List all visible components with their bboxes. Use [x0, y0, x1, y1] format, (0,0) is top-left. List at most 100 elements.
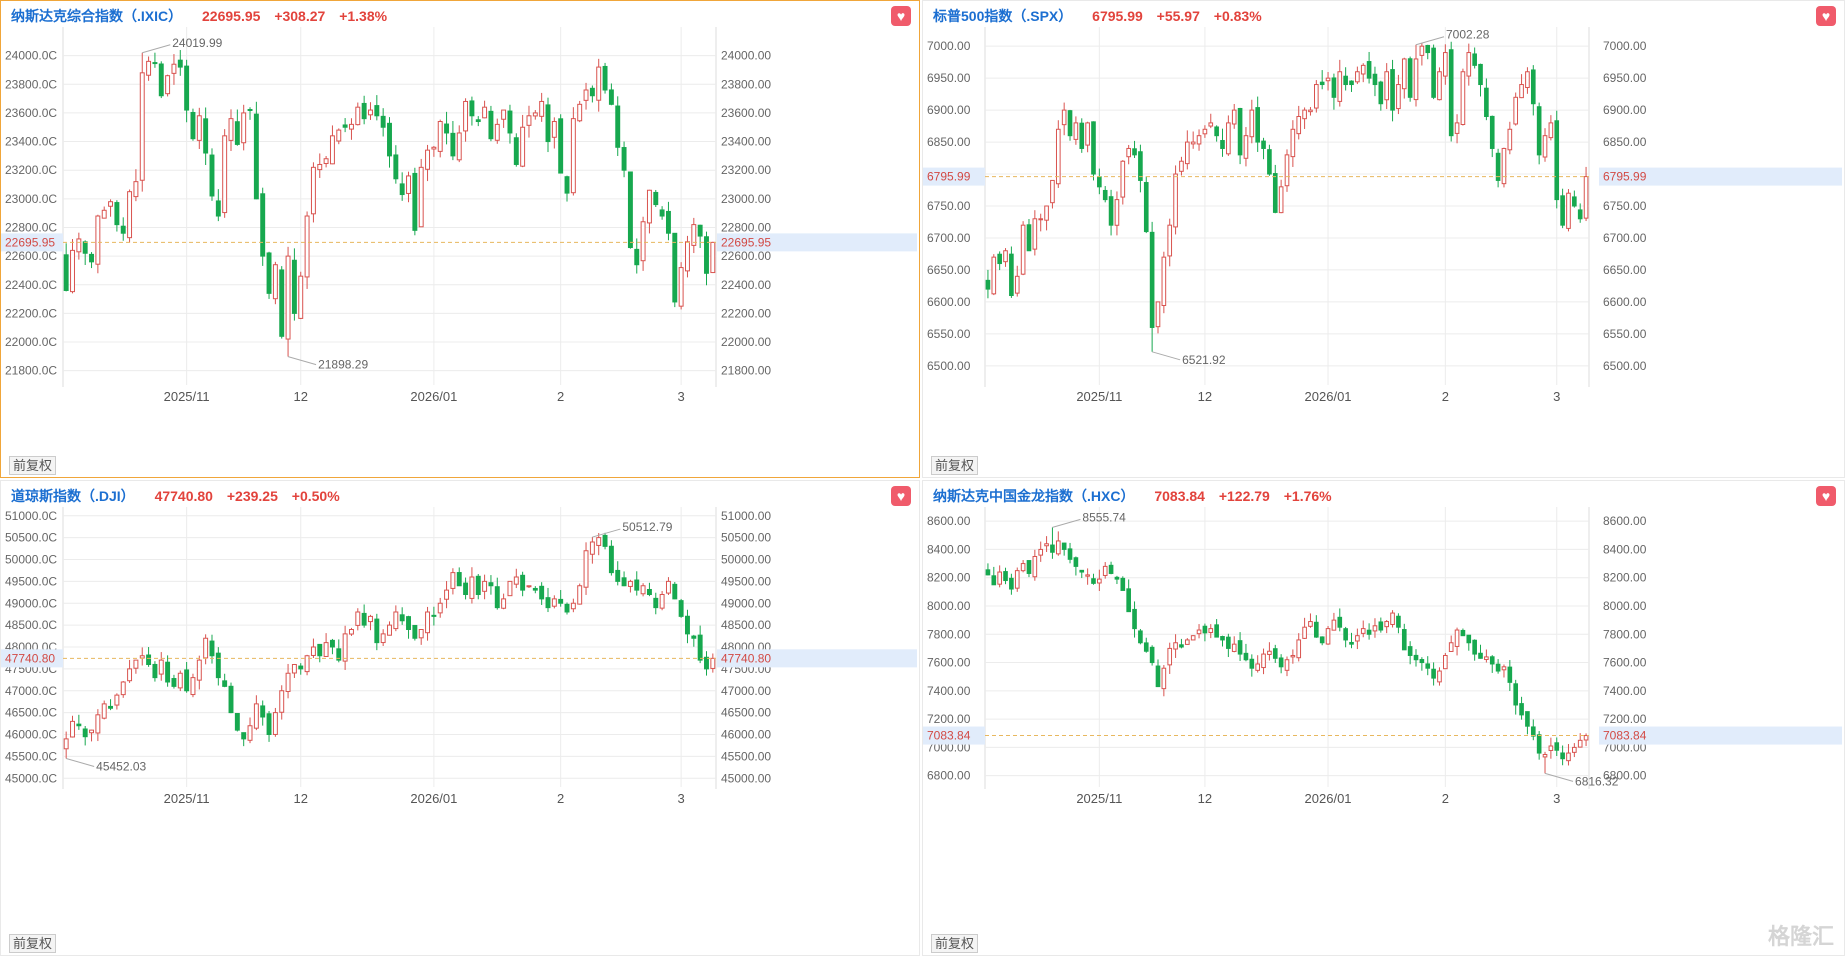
candle-body [1319, 636, 1325, 644]
candle-down [412, 167, 418, 236]
candle-up [355, 608, 361, 631]
candle-up [247, 717, 253, 744]
candle-down [1554, 737, 1560, 756]
candle-body [1413, 654, 1419, 661]
current-price-label-right: 22695.95 [721, 235, 771, 249]
candle-body [203, 637, 209, 659]
index-name[interactable]: 纳斯达克综合指数（.IXIC） [11, 8, 183, 24]
candle-up [596, 58, 602, 112]
candle-body [1020, 224, 1026, 275]
candle-up [437, 119, 443, 158]
candle-body [1149, 231, 1155, 328]
chart-panel-spx[interactable]: 6500.00 6500.00 6550.00 6550.00 6600.00 6600.… [922, 0, 1845, 478]
candle-body [469, 576, 475, 599]
index-change: +122.79 [1218, 488, 1270, 504]
candle-body [672, 232, 678, 303]
candle-up [1085, 121, 1090, 153]
chart-panel-hxc[interactable]: 6800.00 6800.00 7000.00 7000.00 7200.00 7200.… [922, 480, 1845, 956]
candle-body [418, 166, 424, 228]
candle-down [1536, 102, 1542, 165]
candle-down [1407, 641, 1413, 665]
y-tick-label-left: 7800.00 [927, 627, 971, 641]
candle-up [1484, 649, 1489, 663]
candle-down [1138, 628, 1143, 645]
candle-down [253, 101, 259, 200]
candle-up [1014, 265, 1020, 297]
adjust-button[interactable]: 前复权 [9, 934, 57, 953]
index-name[interactable]: 标普500指数（.SPX） [933, 8, 1073, 24]
candle-body [1079, 569, 1085, 573]
candle-down [991, 566, 997, 586]
candle-body [1384, 71, 1390, 101]
candle-up [551, 117, 557, 149]
candle-up [507, 580, 513, 597]
candle-down [1513, 679, 1519, 715]
candle-body [475, 119, 481, 123]
adjust-button[interactable]: 前复权 [931, 456, 979, 475]
candle-body [374, 105, 380, 117]
candle-body [152, 663, 158, 679]
candlestick-chart[interactable]: 21800.0C 21800.00 22000.0C 22000.00 22200.0C… [1, 1, 921, 479]
x-tick-label: 2026/01 [1305, 389, 1352, 404]
candle-body [646, 588, 652, 595]
candle-up [1308, 107, 1313, 116]
candle-up [355, 102, 361, 126]
candle-down [1214, 619, 1219, 638]
candlestick-chart[interactable]: 6500.00 6500.00 6550.00 6550.00 6600.00 6600.… [923, 1, 1845, 479]
candle-body [215, 652, 221, 679]
candle-body [444, 123, 450, 134]
candle-down [1495, 659, 1501, 674]
candle-up [577, 100, 583, 123]
candle-body [393, 611, 399, 630]
candle-body [1108, 564, 1114, 574]
candle-down [469, 96, 475, 126]
candle-up [393, 605, 399, 632]
candle-down [545, 97, 551, 153]
candle-up [1032, 210, 1038, 256]
candle-body [1290, 128, 1296, 158]
candle-down [1220, 635, 1225, 647]
adjust-button[interactable]: 前复权 [931, 934, 979, 953]
candle-body [1431, 47, 1436, 98]
candle-up [627, 579, 633, 593]
candle-body [608, 89, 614, 105]
index-name[interactable]: 道琼斯指数（.DJI） [11, 488, 135, 504]
candle-down [1079, 569, 1085, 579]
favorite-heart-icon[interactable]: ♥ [891, 486, 911, 506]
adjust-button[interactable]: 前复权 [9, 456, 57, 475]
candle-down [234, 713, 240, 732]
candle-down [463, 577, 469, 600]
index-name[interactable]: 纳斯达克中国金龙指数（.HXC） [933, 488, 1135, 504]
x-tick-label: 2025/11 [164, 389, 210, 404]
candle-body [1020, 563, 1026, 572]
candle-body [463, 100, 469, 132]
chart-panel-ixic[interactable]: 21800.0C 21800.00 22000.0C 22000.00 22200.0C… [0, 0, 920, 478]
candle-body [165, 75, 171, 95]
candle-body [577, 103, 583, 122]
candlestick-chart[interactable]: 45000.0C 45000.00 45500.0C 45500.00 46000.0C… [1, 481, 921, 957]
y-tick-label-right: 6600.00 [1603, 295, 1647, 309]
candle-up [1548, 115, 1554, 141]
y-tick-label-left: 7400.00 [927, 684, 971, 698]
candle-up [304, 654, 310, 676]
candle-body [1143, 642, 1149, 652]
candle-body [577, 585, 583, 605]
candle-body [1390, 69, 1395, 111]
candle-body [653, 191, 659, 206]
candle-body [691, 224, 697, 246]
candle-body [1032, 218, 1038, 250]
candle-body [399, 614, 405, 622]
favorite-heart-icon[interactable]: ♥ [1816, 6, 1836, 26]
candle-down [1495, 148, 1501, 188]
candle-body [323, 642, 329, 657]
candle-up [1014, 567, 1020, 592]
candle-body [1067, 110, 1073, 137]
chart-panel-dji[interactable]: 45000.0C 45000.00 45500.0C 45500.00 46000.0C… [0, 480, 920, 956]
candle-up [1190, 635, 1196, 641]
candle-up [76, 232, 82, 260]
favorite-heart-icon[interactable]: ♥ [891, 6, 911, 26]
candle-up [120, 680, 126, 698]
favorite-heart-icon[interactable]: ♥ [1816, 486, 1836, 506]
candle-down [558, 114, 564, 174]
